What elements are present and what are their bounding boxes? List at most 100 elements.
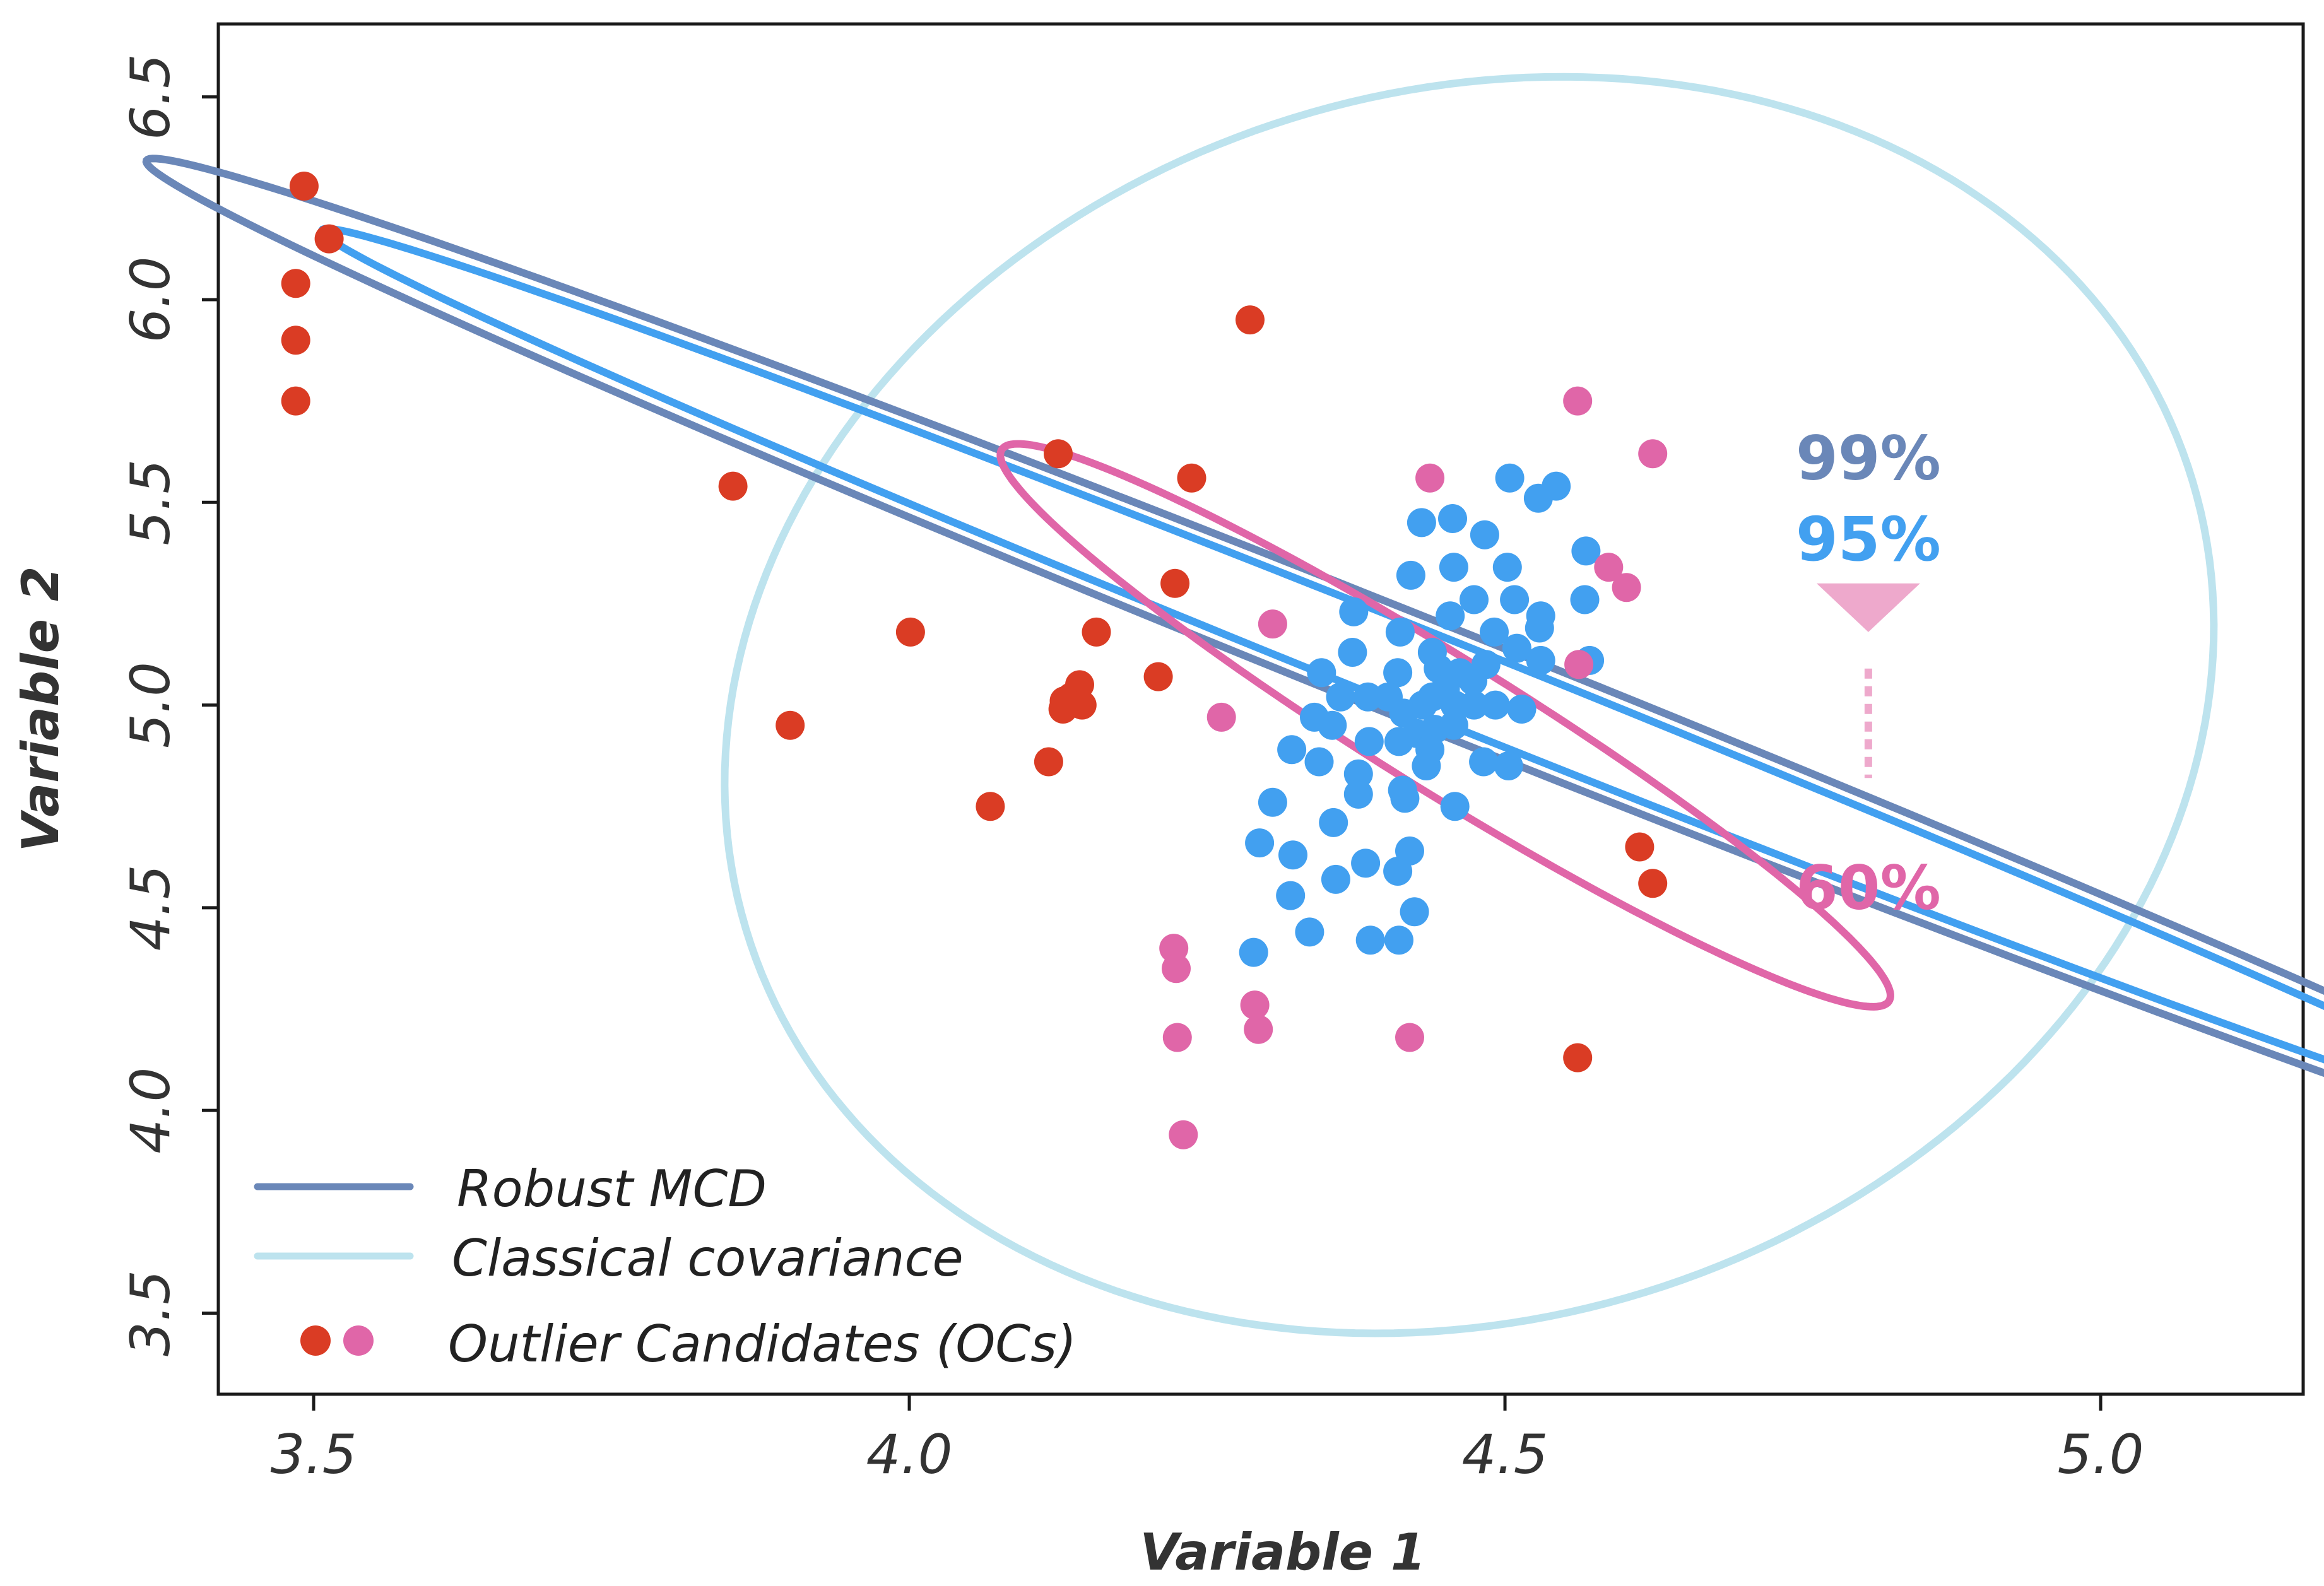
outlier-point-red	[281, 386, 310, 416]
outlier-point-pink	[1415, 463, 1445, 493]
inlier-point	[1326, 682, 1355, 712]
outlier-point-red	[895, 617, 925, 647]
outlier-point-pink	[1206, 702, 1236, 732]
x-tick-label: 3.5	[271, 1423, 357, 1486]
outlier-point-pink	[1162, 1023, 1192, 1052]
inlier-point	[1470, 520, 1499, 549]
y-tick-label: 5.5	[119, 459, 182, 546]
inlier-point	[1318, 710, 1347, 740]
legend-label-robust-mcd: Robust MCD	[457, 1160, 767, 1218]
inlier-point	[1412, 751, 1441, 780]
inlier-point	[1438, 504, 1467, 533]
inlier-point	[1440, 792, 1470, 821]
inlier-point	[1278, 840, 1307, 870]
outlier-point-pink	[1638, 439, 1668, 469]
axis-ticks: 3.5 4.0 4.5 5.0 3.5 4.0 4.5 5.0 5.5 6.0 6.5	[119, 54, 2144, 1486]
outlier-point-red	[1625, 832, 1655, 862]
outlier-point-red	[1082, 617, 1111, 647]
inlier-point	[1351, 849, 1381, 878]
inlier-point	[1276, 881, 1306, 910]
outlier-point-red	[289, 172, 319, 201]
inlier-point	[1245, 828, 1275, 858]
inlier-point	[1439, 710, 1468, 740]
y-tick-label: 6.0	[119, 257, 182, 343]
inlier-point	[1319, 808, 1348, 837]
inlier-point	[1570, 585, 1600, 614]
inlier-point	[1525, 613, 1554, 643]
x-tick-label: 4.5	[1462, 1423, 1548, 1486]
inlier-point	[1480, 690, 1510, 720]
inlier-point	[1343, 759, 1373, 789]
inlier-point	[1500, 585, 1530, 614]
inlier-point	[1460, 585, 1489, 614]
inlier-point	[1400, 897, 1429, 927]
outlier-point-red	[1638, 869, 1668, 898]
outlier-point-red	[1034, 747, 1063, 777]
inlier-point	[1526, 645, 1555, 675]
inlier-point	[1385, 617, 1415, 647]
inlier-point	[1338, 638, 1367, 667]
inlier-point	[1458, 666, 1488, 695]
inlier-point	[1390, 784, 1420, 813]
inlier-point	[1307, 658, 1336, 688]
covariance-ellipses	[142, 73, 2324, 1337]
inlier-point	[1383, 658, 1413, 688]
inlier-point	[1436, 601, 1465, 631]
inlier-point	[1460, 690, 1489, 720]
inlier-point	[1339, 597, 1369, 626]
inlier-point	[1258, 787, 1287, 817]
outlier-point-red	[314, 224, 344, 254]
outlier-point-pink	[1395, 1023, 1424, 1052]
x-tick-label: 5.0	[2058, 1423, 2144, 1486]
legend-marker-pink	[343, 1325, 374, 1356]
level-label-95: 95%	[1796, 504, 1941, 575]
inlier-point	[1523, 483, 1553, 513]
inlier-point	[1354, 727, 1384, 756]
legend-label-classical: Classical covariance	[452, 1229, 964, 1288]
outlier-point-red	[1236, 305, 1265, 335]
y-tick-label: 4.0	[119, 1067, 182, 1154]
inlier-point	[1480, 617, 1509, 647]
level-annotations: 99% 95% 60%	[1796, 423, 1941, 924]
inlier-point	[1469, 747, 1499, 777]
inlier-point	[1304, 747, 1334, 777]
outlier-point-red	[281, 269, 310, 298]
outlier-point-red	[1143, 662, 1173, 691]
outlier-point-red	[1160, 568, 1190, 598]
inlier-point	[1502, 633, 1531, 663]
inlier-point	[1407, 508, 1436, 537]
outlier-point-pink	[1244, 1014, 1273, 1044]
plot-frame	[216, 22, 2305, 1396]
y-tick-label: 3.5	[119, 1270, 182, 1356]
outlier-point-pink	[1162, 954, 1191, 984]
outlier-point-red	[976, 792, 1005, 821]
inlier-point	[1239, 937, 1268, 967]
inlier-point	[1353, 682, 1383, 712]
outlier-point-pink	[1240, 990, 1270, 1020]
outlier-point-red	[1044, 439, 1073, 469]
level-label-60: 60%	[1796, 853, 1941, 924]
y-tick-label: 6.5	[119, 54, 182, 140]
outlier-point-red	[1177, 463, 1206, 493]
outlier-point-pink	[1564, 650, 1594, 679]
outlier-point-red	[1067, 690, 1097, 720]
inlier-point	[1384, 727, 1413, 756]
outlier-point-red	[281, 326, 310, 355]
inlier-point	[1295, 917, 1324, 947]
inlier-point	[1384, 925, 1413, 955]
inlier-point	[1321, 864, 1350, 894]
inlier-point	[1383, 857, 1413, 886]
outlier-point-red	[718, 471, 748, 501]
inlier-point	[1355, 925, 1385, 955]
outlier-point-red	[1563, 1043, 1593, 1072]
inlier-point	[1396, 560, 1425, 590]
scatter-points	[281, 172, 1668, 1149]
legend-label-outliers: Outlier Candidates (OCs)	[448, 1315, 1076, 1373]
legend-marker-red	[300, 1325, 331, 1356]
outlier-point-pink	[1169, 1120, 1198, 1149]
x-tick-label: 4.0	[866, 1423, 953, 1486]
y-tick-label: 5.0	[119, 662, 182, 748]
level-label-99: 99%	[1796, 423, 1941, 494]
inlier-point	[1571, 536, 1601, 566]
